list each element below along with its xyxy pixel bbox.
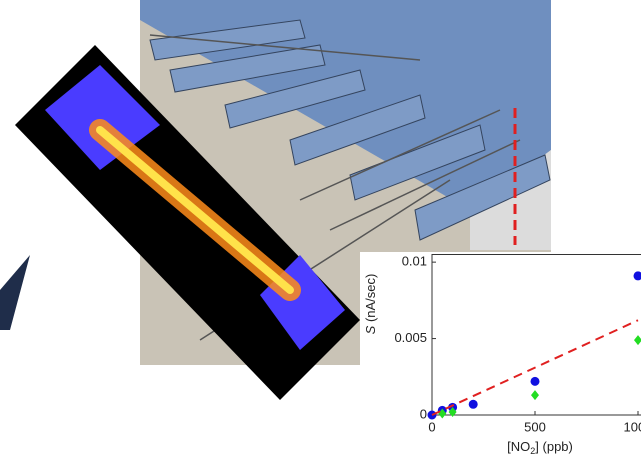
- figure: 0 0.005 0.01 0 500 1000 S (nA/sec) [NO2] (ppb…: [0, 0, 641, 461]
- x-tick-label: 1000: [624, 419, 641, 434]
- y-axis-label: S (nA/sec): [363, 274, 378, 335]
- y-tick-label: 0.005: [394, 330, 427, 345]
- y-label-symbol: S: [363, 325, 378, 334]
- y-label-unit: (nA/sec): [363, 274, 378, 326]
- plot-panel: [360, 252, 641, 461]
- x-tick-label: 500: [524, 419, 546, 434]
- x-label-part: ] (ppb): [535, 439, 573, 454]
- point: [531, 377, 540, 386]
- chevron: [0, 255, 30, 330]
- x-tick-label: 0: [428, 419, 435, 434]
- point: [469, 400, 478, 409]
- y-tick-label: 0.01: [402, 254, 427, 269]
- x-axis-label: [NO2] (ppb): [507, 439, 573, 456]
- x-label-part: [NO: [507, 439, 530, 454]
- y-tick-label: 0: [420, 406, 427, 421]
